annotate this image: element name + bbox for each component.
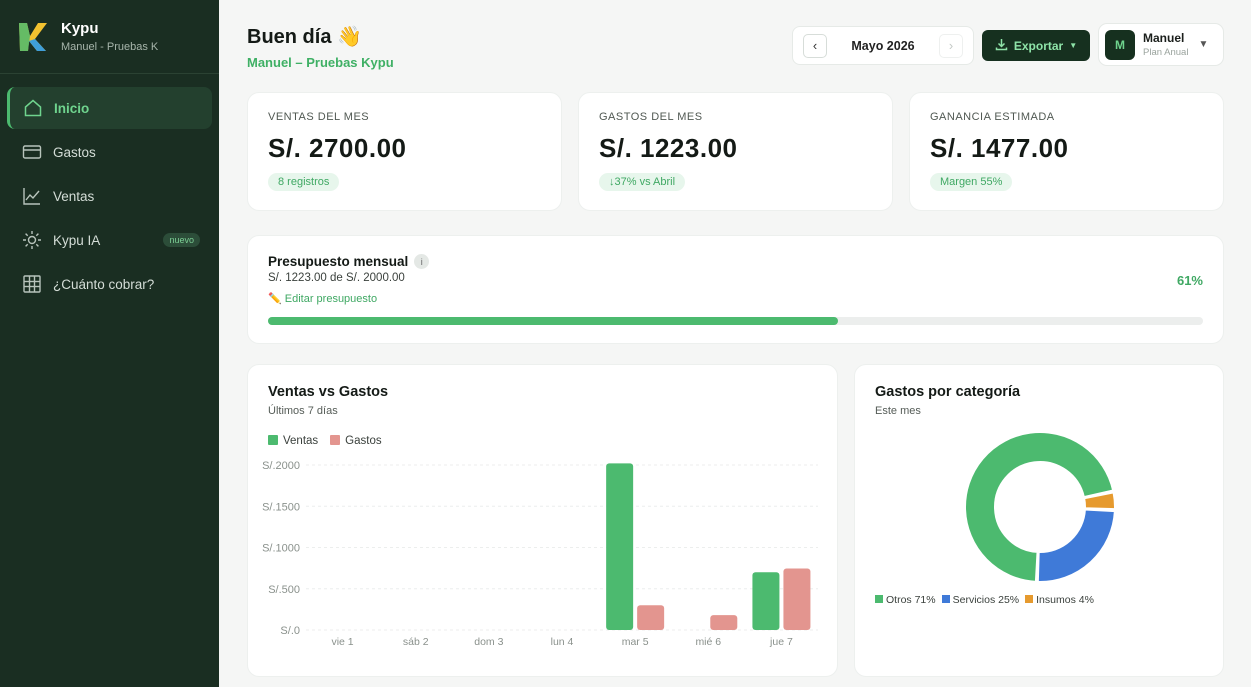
month-picker: ‹ Mayo 2026 › xyxy=(792,26,974,65)
chart-subtitle: Este mes xyxy=(875,405,921,417)
kpi-chip: 8 registros xyxy=(268,173,340,191)
brand-name: Kypu xyxy=(61,20,99,37)
kpi-card-ganancia: GANANCIA ESTIMADA S/. 1477.00 Margen 55% xyxy=(909,92,1224,211)
budget-title-row: Presupuesto mensual i xyxy=(268,254,430,269)
sidebar-nav: Inicio Gastos Ventas Kypu IA nuevo ¿Cu xyxy=(0,74,219,320)
sidebar-item-label: Ventas xyxy=(53,188,95,204)
gastos-categoria-card: Gastos por categoría Este mes Otros 71% … xyxy=(854,364,1224,677)
download-icon xyxy=(995,38,1008,54)
donut-slice-2[interactable] xyxy=(1082,491,1116,511)
edit-budget-link[interactable]: ✏️ Editar presupuesto xyxy=(268,293,378,305)
bar-gastos[interactable] xyxy=(783,568,811,630)
page-subtitle: Manuel – Pruebas Kypu xyxy=(247,55,394,70)
y-tick-label: S/.2000 xyxy=(262,460,300,472)
bar-ventas[interactable] xyxy=(606,463,634,630)
kpi-card-ventas: VENTAS DEL MES S/. 2700.00 8 registros xyxy=(247,92,562,211)
brand-subtitle: Manuel - Pruebas K xyxy=(61,41,159,53)
user-plan: Plan Anual xyxy=(1143,47,1189,58)
sidebar-item-inicio[interactable]: Inicio xyxy=(7,87,212,129)
donut-slice-1[interactable] xyxy=(1036,508,1116,583)
prev-month-button[interactable]: ‹ xyxy=(803,33,827,58)
x-tick-label: dom 3 xyxy=(474,636,503,648)
legend-item-otros: Otros 71% xyxy=(875,594,936,606)
bar-gastos[interactable] xyxy=(710,615,738,630)
x-tick-label: mar 5 xyxy=(622,636,649,648)
donut-chart xyxy=(964,431,1116,583)
bar-gastos[interactable] xyxy=(637,605,665,630)
budget-percent: 61% xyxy=(1176,273,1203,288)
sidebar-item-label: Inicio xyxy=(54,100,90,116)
chart-line-icon xyxy=(22,186,42,206)
x-tick-label: jue 7 xyxy=(769,636,793,648)
month-label: Mayo 2026 xyxy=(851,38,915,53)
info-icon[interactable]: i xyxy=(414,254,430,269)
budget-summary: S/. 1223.00 de S/. 2000.00 xyxy=(268,272,405,284)
kpi-label: GANANCIA ESTIMADA xyxy=(930,111,1055,123)
x-tick-label: mié 6 xyxy=(695,636,721,648)
chart-title: Gastos por categoría xyxy=(875,384,1021,400)
y-tick-label: S/.1000 xyxy=(262,543,300,555)
legend-item-ventas: Ventas xyxy=(268,435,318,447)
y-tick-label: S/.1500 xyxy=(262,501,300,513)
card-icon xyxy=(22,142,42,162)
x-tick-label: lun 4 xyxy=(551,636,574,648)
pie-legend: Otros 71% Servicios 25% Insumos 4% xyxy=(875,594,1094,606)
bar-ventas[interactable] xyxy=(752,572,780,630)
avatar: M xyxy=(1105,29,1135,60)
kpi-value: S/. 2700.00 xyxy=(268,133,407,163)
kpi-chip: ↓37% vs Abril xyxy=(599,173,686,191)
user-menu[interactable]: M Manuel Plan Anual ▼ xyxy=(1098,23,1224,66)
sidebar-item-cuanto-cobrar[interactable]: ¿Cuánto cobrar? xyxy=(7,263,212,305)
kpi-value: S/. 1477.00 xyxy=(930,133,1069,163)
legend-item-insumos: Insumos 4% xyxy=(1025,594,1094,606)
export-label: Exportar xyxy=(1013,38,1064,53)
page-header: Buen día 👋 Manuel – Pruebas Kypu xyxy=(247,24,394,70)
sidebar-item-label: ¿Cuánto cobrar? xyxy=(53,276,155,292)
budget-title: Presupuesto mensual xyxy=(268,254,409,269)
sidebar-item-kypu-ia[interactable]: Kypu IA nuevo xyxy=(7,219,212,261)
page-title: Buen día 👋 xyxy=(247,26,362,48)
legend-item-gastos: Gastos xyxy=(330,435,382,447)
sidebar-item-label: Kypu IA xyxy=(53,232,101,248)
sidebar: Kypu Manuel - Pruebas K Inicio Gastos Ve… xyxy=(0,0,219,687)
bar-chart: S/.0 S/.500 S/.1000 S/.1500 S/.2000 vie 1 sáb … xyxy=(262,460,818,648)
y-tick-label: S/.500 xyxy=(268,584,300,596)
donut-slice-0[interactable] xyxy=(964,431,1115,583)
budget-progress-bar xyxy=(268,317,1203,325)
next-month-button[interactable]: › xyxy=(938,33,963,58)
home-icon xyxy=(23,98,43,118)
kpi-card-gastos: GASTOS DEL MES S/. 1223.00 ↓37% vs Abril xyxy=(578,92,893,211)
export-button[interactable]: Exportar ▼ xyxy=(982,30,1090,61)
sidebar-item-gastos[interactable]: Gastos xyxy=(7,131,212,173)
budget-progress-fill xyxy=(268,317,839,325)
kypu-logo xyxy=(16,20,50,54)
chart-title: Ventas vs Gastos xyxy=(268,384,389,400)
grid-icon xyxy=(22,274,42,294)
legend-item-servicios: Servicios 25% xyxy=(941,594,1019,606)
user-name: Manuel xyxy=(1143,31,1185,45)
kpi-chip: Margen 55% xyxy=(930,173,1013,191)
y-tick-label: S/.0 xyxy=(280,625,300,637)
caret-down-icon: ▼ xyxy=(1069,41,1078,50)
chevron-down-icon: ▼ xyxy=(1198,39,1209,50)
kpi-value: S/. 1223.00 xyxy=(599,133,738,163)
brand: Kypu Manuel - Pruebas K xyxy=(0,0,219,74)
sun-icon xyxy=(22,230,42,250)
x-tick-label: sáb 2 xyxy=(403,636,429,648)
kpi-label: VENTAS DEL MES xyxy=(268,111,370,123)
sidebar-item-ventas[interactable]: Ventas xyxy=(7,175,212,217)
x-tick-label: vie 1 xyxy=(331,636,353,648)
chart-legend: Ventas Gastos xyxy=(268,435,382,447)
sidebar-item-label: Gastos xyxy=(53,144,96,160)
new-badge: nuevo xyxy=(163,233,200,247)
kpi-label: GASTOS DEL MES xyxy=(599,111,703,123)
ventas-gastos-card: Ventas vs Gastos Últimos 7 días Ventas G… xyxy=(247,364,838,677)
chart-subtitle: Últimos 7 días xyxy=(268,405,338,417)
budget-card: Presupuesto mensual i S/. 1223.00 de S/.… xyxy=(247,235,1224,344)
